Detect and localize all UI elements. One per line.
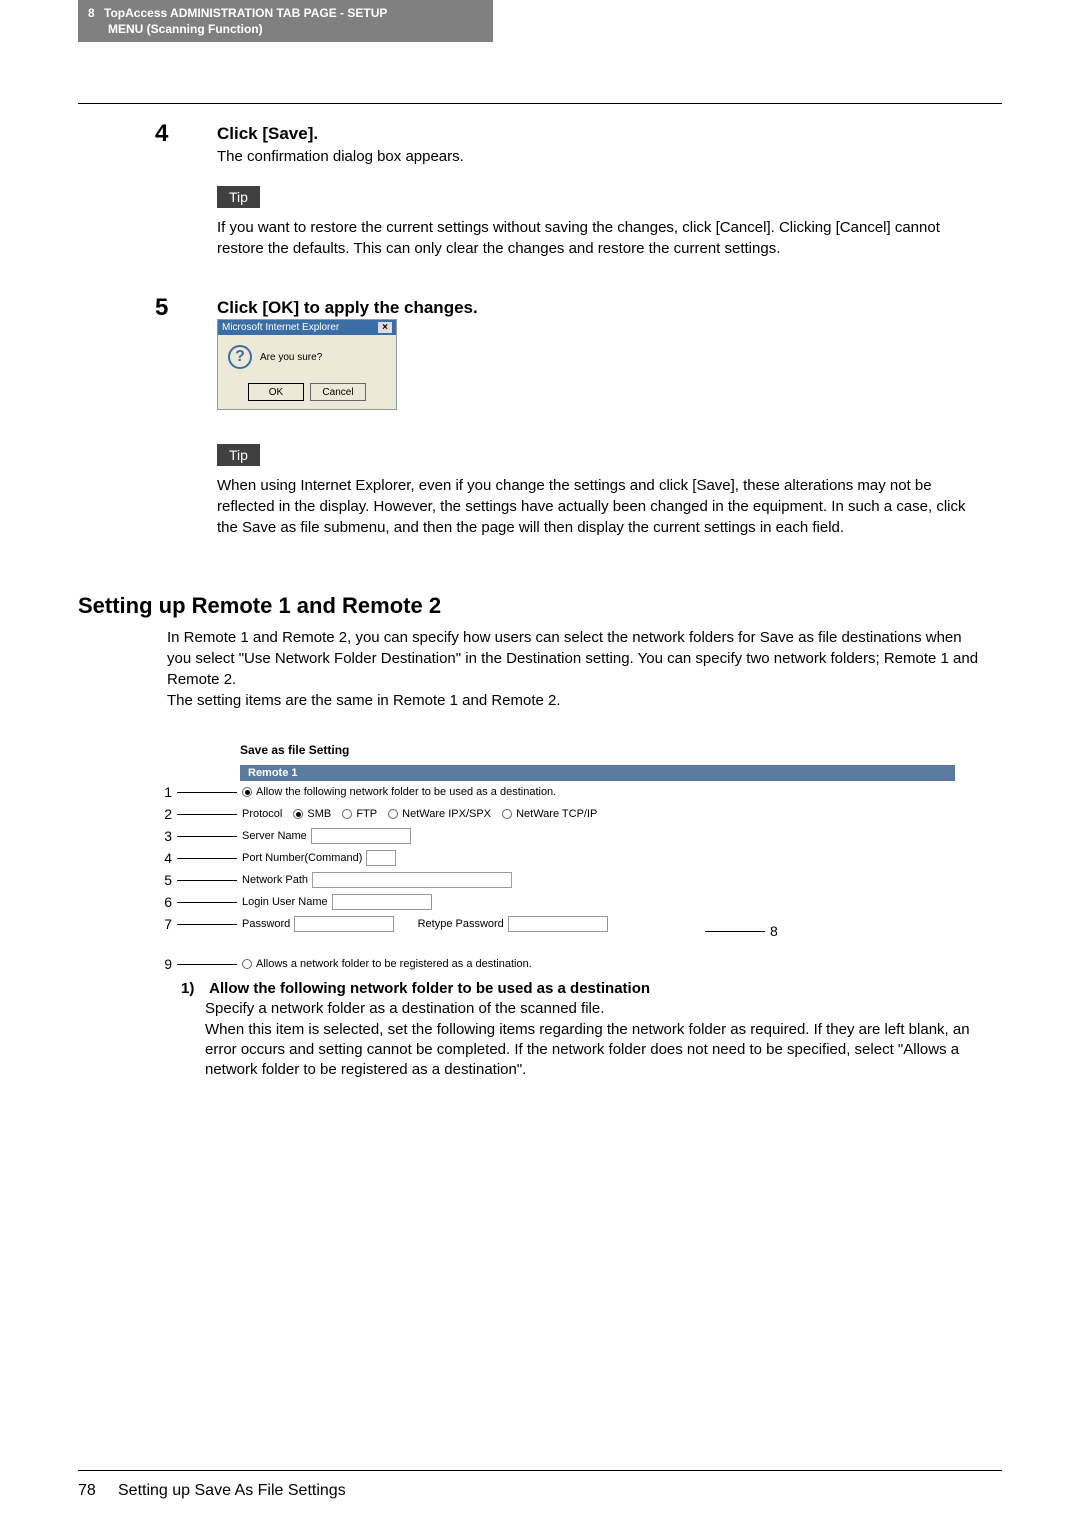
callout-6: 6 [160, 894, 172, 910]
footer-title: Setting up Save As File Settings [118, 1482, 346, 1500]
cancel-button[interactable]: Cancel [310, 383, 366, 401]
chapter-number: 8 [88, 6, 95, 22]
nwtcp-label: NetWare TCP/IP [516, 808, 597, 820]
item1-index: 1) [181, 979, 205, 999]
save-as-file-title: Save as file Setting [240, 743, 970, 757]
callout-line [177, 924, 237, 925]
chapter-title-1: TopAccess ADMINISTRATION TAB PAGE - SETU… [104, 6, 387, 20]
radio-netware-tcp[interactable] [502, 809, 512, 819]
remote1-header: Remote 1 [240, 765, 955, 781]
retype-password-label: Retype Password [418, 918, 504, 930]
dialog-buttons: OK Cancel [218, 379, 396, 409]
row-2: 2 Protocol SMB FTP NetWare IPX/SPX NetWa… [160, 803, 970, 825]
callout-7: 7 [160, 916, 172, 932]
row-7: 7 Password Retype Password 8 [160, 913, 970, 935]
step5-title: Click [OK] to apply the changes. [217, 298, 983, 318]
confirmation-dialog: Microsoft Internet Explorer × ? Are you … [217, 319, 397, 410]
numbered-item-1: 1) Allow the following network folder to… [181, 979, 986, 1080]
row1-label: Allow the following network folder to be… [256, 786, 556, 798]
settings-screenshot: Save as file Setting Remote 1 1 Allow th… [160, 743, 970, 975]
tip1-text: If you want to restore the current setti… [217, 217, 987, 259]
callout-line [177, 880, 237, 881]
item1-body: Specify a network folder as a destinatio… [205, 999, 986, 1080]
tip2-label: Tip [217, 444, 260, 466]
step-5: 5 Click [OK] to apply the changes. [183, 298, 983, 321]
row9-label: Allows a network folder to be registered… [256, 958, 532, 970]
radio-allow-folder[interactable] [242, 787, 252, 797]
callout-2: 2 [160, 806, 172, 822]
radio-ftp[interactable] [342, 809, 352, 819]
row-1: 1 Allow the following network folder to … [160, 781, 970, 803]
port-number-label: Port Number(Command) [242, 852, 362, 864]
callout-4: 4 [160, 850, 172, 866]
callout-3: 3 [160, 828, 172, 844]
protocol-label: Protocol [242, 808, 282, 820]
callout-line [177, 792, 237, 793]
callout-line [177, 964, 237, 965]
section-body: In Remote 1 and Remote 2, you can specif… [167, 627, 987, 711]
dialog-title-text: Microsoft Internet Explorer [222, 322, 339, 333]
dialog-body: ? Are you sure? [218, 335, 396, 379]
step4-number: 4 [155, 120, 168, 148]
callout-line [177, 858, 237, 859]
radio-allow-register[interactable] [242, 959, 252, 969]
section-title: Setting up Remote 1 and Remote 2 [78, 593, 441, 619]
password-label: Password [242, 918, 290, 930]
dialog-message: Are you sure? [260, 352, 322, 363]
retype-password-input[interactable] [508, 916, 608, 932]
callout-line [705, 931, 765, 932]
server-name-label: Server Name [242, 830, 307, 842]
row-6: 6 Login User Name [160, 891, 970, 913]
step-4: 4 Click [Save]. The confirmation dialog … [183, 124, 983, 167]
tip1-label: Tip [217, 186, 260, 208]
network-path-input[interactable] [312, 872, 512, 888]
ok-button[interactable]: OK [248, 383, 304, 401]
step4-desc: The confirmation dialog box appears. [217, 147, 983, 167]
server-name-input[interactable] [311, 828, 411, 844]
row-4: 4 Port Number(Command) [160, 847, 970, 869]
network-path-label: Network Path [242, 874, 308, 886]
question-icon: ? [228, 345, 252, 369]
dialog-titlebar: Microsoft Internet Explorer × [218, 320, 396, 335]
nwipx-label: NetWare IPX/SPX [402, 808, 491, 820]
password-input[interactable] [294, 916, 394, 932]
radio-smb[interactable] [293, 809, 303, 819]
ftp-label: FTP [356, 808, 377, 820]
callout-9: 9 [160, 956, 172, 972]
callout-line [177, 814, 237, 815]
login-user-input[interactable] [332, 894, 432, 910]
callout-5: 5 [160, 872, 172, 888]
row-5: 5 Network Path [160, 869, 970, 891]
radio-netware-ipx[interactable] [388, 809, 398, 819]
item1-title: Allow the following network folder to be… [209, 980, 650, 997]
callout-line [177, 836, 237, 837]
callout-1: 1 [160, 784, 172, 800]
tip2-text: When using Internet Explorer, even if yo… [217, 475, 987, 538]
step5-number: 5 [155, 294, 168, 322]
page-number: 78 [78, 1482, 96, 1500]
callout-line [177, 902, 237, 903]
smb-label: SMB [307, 808, 331, 820]
footer-rule [78, 1470, 1002, 1471]
step4-title: Click [Save]. [217, 124, 983, 144]
row-9: 9 Allows a network folder to be register… [160, 953, 970, 975]
chapter-title-2: MENU (Scanning Function) [108, 22, 263, 36]
login-user-label: Login User Name [242, 896, 328, 908]
top-rule [78, 103, 1002, 104]
chapter-header: 8 TopAccess ADMINISTRATION TAB PAGE - SE… [78, 0, 493, 42]
row-3: 3 Server Name [160, 825, 970, 847]
close-icon[interactable]: × [378, 322, 392, 333]
port-number-input[interactable] [366, 850, 396, 866]
callout-8: 8 [770, 923, 778, 939]
